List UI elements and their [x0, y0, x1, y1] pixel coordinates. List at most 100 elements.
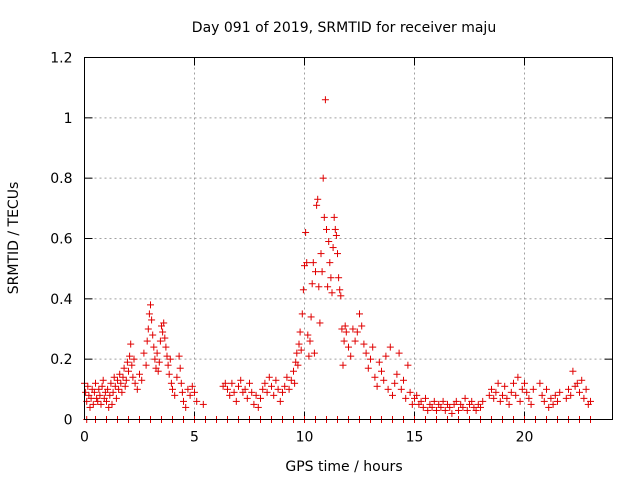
data-point: [567, 391, 575, 399]
data-point: [455, 406, 462, 414]
data-point: [232, 397, 240, 405]
data-point: [263, 388, 271, 396]
data-point: [459, 403, 467, 411]
data-point: [463, 406, 471, 414]
data-point: [540, 397, 548, 405]
data-point: [314, 195, 322, 203]
data-point: [378, 367, 385, 375]
data-point: [144, 325, 152, 333]
data-point: [316, 319, 324, 327]
data-point: [337, 292, 345, 300]
data-point: [477, 403, 484, 411]
data-point: [148, 316, 156, 324]
y-tick-label: 0.2: [50, 352, 72, 368]
data-point: [369, 343, 377, 351]
x-tick-label: 5: [190, 430, 199, 446]
data-point: [334, 250, 341, 258]
data-point: [163, 352, 171, 360]
data-point: [565, 385, 572, 393]
data-point: [315, 283, 323, 291]
data-point: [302, 228, 310, 236]
data-point: [391, 379, 399, 387]
data-point: [323, 225, 330, 233]
data-point: [176, 364, 184, 372]
data-point: [400, 376, 407, 384]
data-point: [516, 397, 524, 405]
data-point: [446, 403, 454, 411]
data-point: [82, 388, 90, 396]
data-point: [131, 379, 139, 387]
data-point: [330, 213, 338, 221]
data-point: [573, 379, 581, 387]
data-point: [349, 325, 357, 333]
data-point: [554, 397, 561, 405]
data-point: [317, 250, 325, 258]
data-point: [320, 213, 328, 221]
data-point: [406, 388, 414, 396]
data-point: [304, 331, 312, 339]
data-point: [384, 385, 392, 393]
data-point: [494, 379, 502, 387]
data-point: [96, 391, 104, 399]
data-point: [437, 403, 445, 411]
data-point: [536, 379, 544, 387]
data-point: [274, 385, 282, 393]
data-point: [353, 328, 361, 336]
data-point: [161, 334, 169, 342]
x-tick-label: 0: [80, 430, 89, 446]
data-point: [488, 385, 495, 393]
data-point: [104, 385, 112, 393]
data-point: [345, 343, 352, 351]
data-point: [109, 388, 117, 396]
data-point: [159, 328, 167, 336]
data-point: [331, 225, 339, 233]
data-point: [439, 397, 447, 405]
data-point: [472, 406, 480, 414]
data-point: [92, 379, 99, 387]
y-tick-label: 1: [64, 111, 73, 127]
data-point: [525, 394, 533, 402]
data-point: [523, 388, 531, 396]
data-point: [326, 259, 334, 267]
data-point: [116, 370, 124, 378]
data-point: [389, 391, 396, 399]
data-point: [527, 400, 535, 408]
data-point: [224, 385, 231, 393]
data-point: [452, 397, 460, 405]
data-point: [261, 379, 269, 387]
data-point: [121, 382, 129, 390]
data-point: [291, 379, 299, 387]
data-point: [351, 337, 359, 345]
data-point: [268, 382, 275, 390]
data-point: [375, 358, 383, 366]
data-point: [402, 394, 410, 402]
data-point: [342, 328, 350, 336]
data-point: [356, 310, 363, 318]
data-point: [94, 397, 102, 405]
data-point: [107, 379, 115, 387]
data-point: [327, 274, 335, 282]
data-point: [151, 355, 159, 363]
data-point: [103, 397, 110, 405]
data-point: [84, 382, 92, 390]
data-point: [485, 391, 493, 399]
data-point: [191, 388, 198, 396]
data-point: [149, 331, 157, 339]
data-point: [298, 310, 306, 318]
data-point: [433, 406, 440, 414]
data-point: [312, 268, 319, 276]
data-point: [448, 409, 456, 417]
data-point: [265, 373, 273, 381]
data-point: [514, 373, 522, 381]
data-point: [117, 379, 125, 387]
data-point: [184, 385, 192, 393]
data-point: [122, 376, 130, 384]
plot-frame: [84, 57, 613, 420]
data-point: [335, 274, 343, 282]
data-point: [86, 403, 94, 411]
data-point: [133, 385, 141, 393]
data-point: [545, 403, 553, 411]
grid-lines: [84, 57, 613, 420]
x-tick-label: 20: [516, 430, 534, 446]
data-point: [309, 259, 317, 267]
